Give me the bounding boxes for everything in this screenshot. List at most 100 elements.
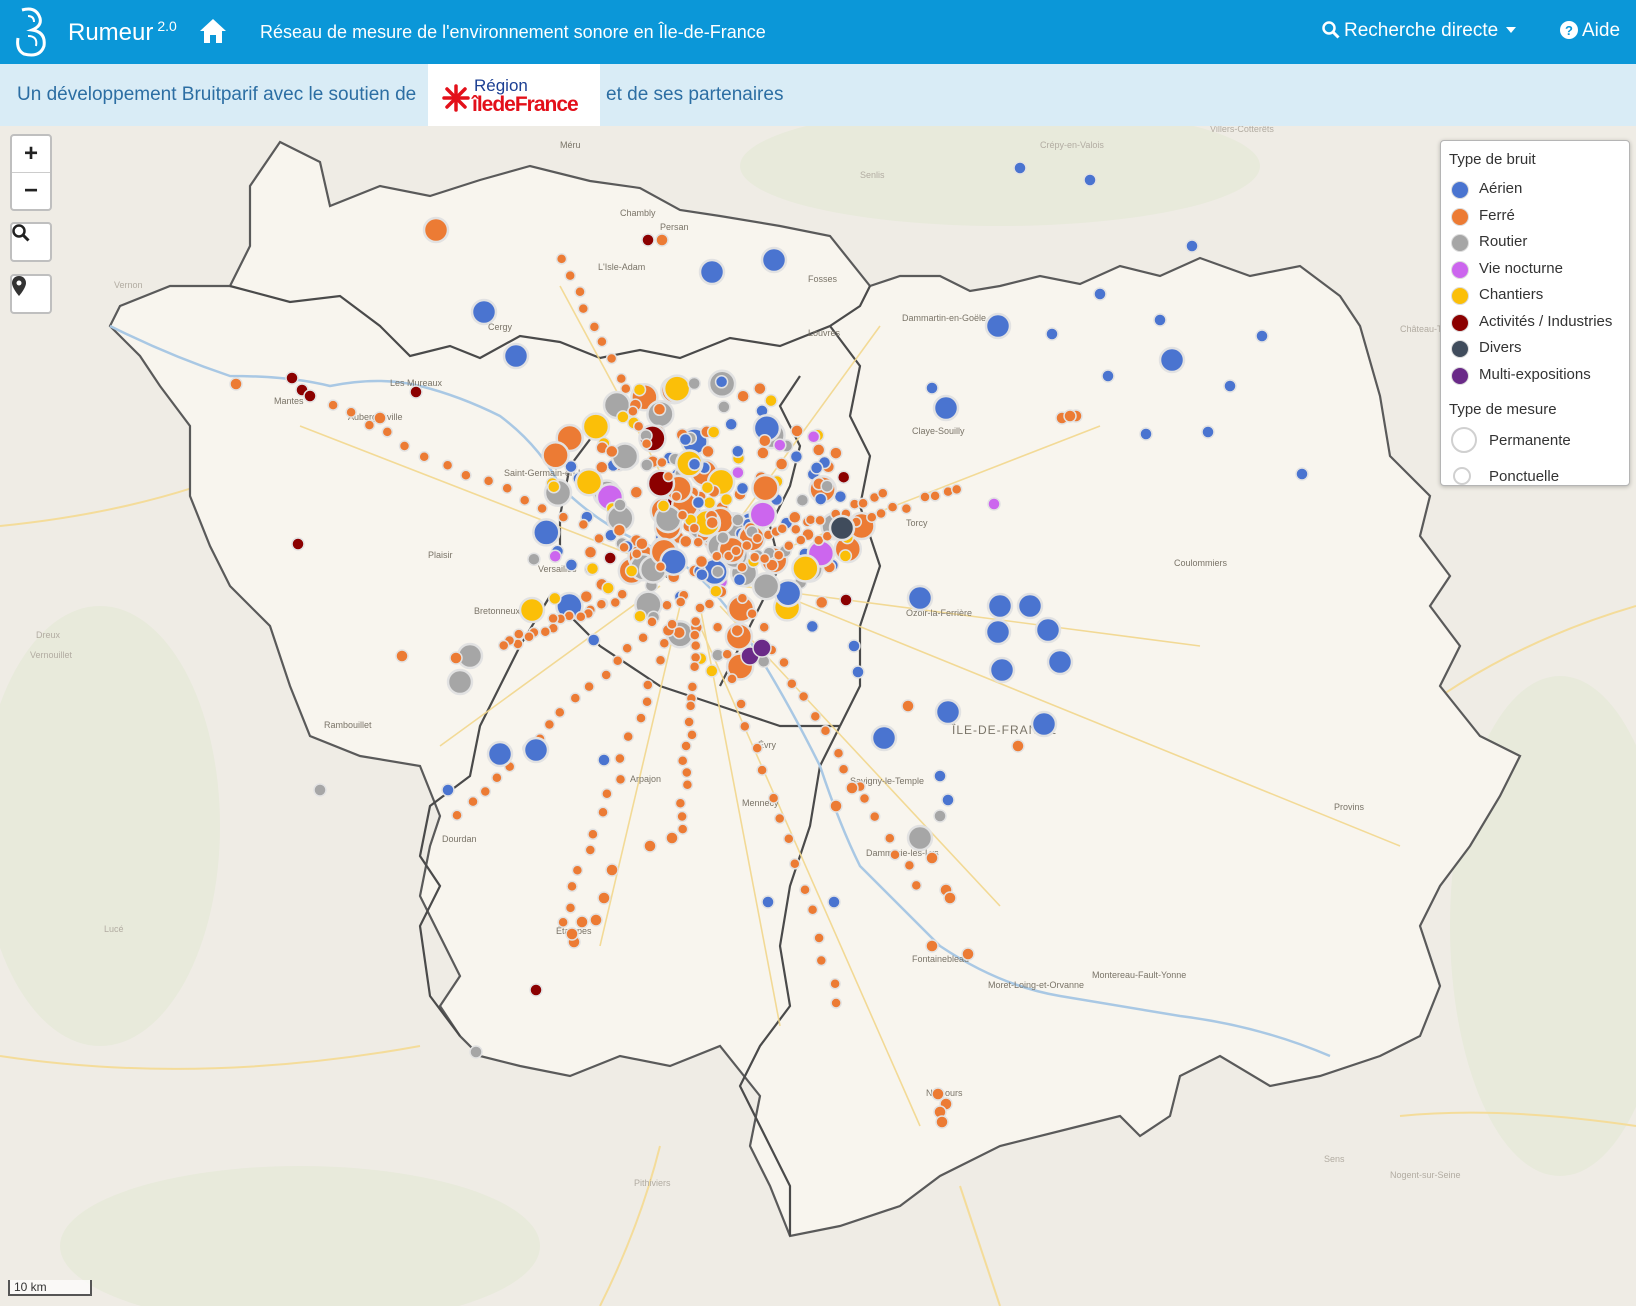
measurement-marker[interactable] bbox=[986, 592, 1014, 620]
home-icon[interactable] bbox=[198, 17, 228, 45]
measurement-marker[interactable] bbox=[806, 903, 819, 916]
measurement-marker[interactable] bbox=[839, 593, 853, 607]
measurement-marker[interactable] bbox=[791, 554, 820, 583]
measurement-marker[interactable] bbox=[751, 532, 764, 544]
measurement-marker[interactable] bbox=[731, 444, 745, 459]
measurement-marker[interactable] bbox=[776, 523, 788, 535]
measurement-marker[interactable] bbox=[751, 571, 781, 601]
measurement-marker[interactable] bbox=[726, 673, 738, 685]
measurement-marker[interactable] bbox=[502, 342, 530, 370]
measurement-marker[interactable] bbox=[845, 781, 859, 795]
measurement-marker[interactable] bbox=[497, 639, 510, 652]
measurement-marker[interactable] bbox=[460, 469, 472, 482]
measurement-marker[interactable] bbox=[532, 518, 561, 547]
measurement-marker[interactable] bbox=[687, 376, 701, 391]
measurement-marker[interactable] bbox=[564, 269, 576, 282]
help-button[interactable]: ? Aide bbox=[1560, 20, 1620, 42]
measurement-marker[interactable] bbox=[739, 720, 751, 733]
measurement-marker[interactable] bbox=[656, 499, 671, 513]
measurement-marker[interactable] bbox=[829, 978, 841, 990]
measurement-marker[interactable] bbox=[1093, 287, 1107, 301]
measurement-marker[interactable] bbox=[1034, 616, 1062, 644]
measurement-marker[interactable] bbox=[884, 832, 896, 844]
measurement-marker[interactable] bbox=[363, 419, 376, 431]
measurement-marker[interactable] bbox=[635, 712, 647, 724]
measurement-marker[interactable] bbox=[513, 628, 525, 640]
measurement-marker[interactable] bbox=[772, 549, 785, 561]
measurement-marker[interactable] bbox=[569, 692, 582, 704]
measurement-marker[interactable] bbox=[597, 891, 611, 905]
measurement-marker[interactable] bbox=[906, 824, 934, 852]
measurement-marker[interactable] bbox=[695, 567, 709, 582]
measurement-marker[interactable] bbox=[815, 954, 828, 967]
measurement-marker[interactable] bbox=[900, 502, 913, 515]
measurement-marker[interactable] bbox=[783, 833, 795, 845]
measurement-marker[interactable] bbox=[587, 828, 599, 841]
measurement-marker[interactable] bbox=[783, 540, 795, 552]
measurement-marker[interactable] bbox=[877, 487, 889, 499]
measurement-marker[interactable] bbox=[689, 651, 702, 664]
measurement-marker[interactable] bbox=[870, 724, 898, 752]
measurement-marker[interactable] bbox=[609, 596, 622, 609]
measurement-marker[interactable] bbox=[736, 389, 750, 403]
measurement-marker[interactable] bbox=[543, 718, 556, 731]
measurement-marker[interactable] bbox=[491, 772, 503, 784]
measurement-marker[interactable] bbox=[820, 479, 834, 493]
measurement-marker[interactable] bbox=[557, 916, 569, 928]
measurement-marker[interactable] bbox=[661, 599, 673, 611]
measurement-marker[interactable] bbox=[789, 858, 801, 870]
measurement-marker[interactable] bbox=[441, 783, 455, 797]
measurement-marker[interactable] bbox=[642, 679, 654, 691]
measurement-marker[interactable] bbox=[760, 246, 788, 274]
measurement-marker[interactable] bbox=[303, 389, 317, 403]
measurement-marker[interactable] bbox=[652, 402, 667, 417]
measurement-marker[interactable] bbox=[522, 736, 550, 764]
measurement-marker[interactable] bbox=[632, 382, 647, 397]
measurement-marker[interactable] bbox=[1153, 313, 1167, 327]
zoom-in-button[interactable]: + bbox=[12, 136, 50, 173]
measurement-marker[interactable] bbox=[934, 698, 962, 726]
map-search-button[interactable] bbox=[12, 224, 50, 260]
measurement-marker[interactable] bbox=[229, 377, 243, 391]
measurement-marker[interactable] bbox=[398, 440, 411, 452]
measurement-marker[interactable] bbox=[1013, 161, 1027, 175]
measurement-marker[interactable] bbox=[814, 514, 826, 527]
measurement-marker[interactable] bbox=[832, 747, 845, 759]
measurement-marker[interactable] bbox=[910, 879, 923, 892]
measurement-marker[interactable] bbox=[933, 769, 947, 783]
measurement-marker[interactable] bbox=[1030, 710, 1058, 738]
measurement-marker[interactable] bbox=[698, 258, 726, 286]
measurement-marker[interactable] bbox=[837, 763, 850, 775]
measurement-marker[interactable] bbox=[689, 629, 701, 641]
measurement-marker[interactable] bbox=[703, 598, 716, 610]
measurement-marker[interactable] bbox=[621, 642, 633, 654]
measurement-marker[interactable] bbox=[536, 502, 548, 515]
measurement-marker[interactable] bbox=[684, 700, 697, 712]
measurement-marker[interactable] bbox=[903, 859, 916, 872]
measurement-marker[interactable] bbox=[630, 547, 643, 560]
measurement-marker[interactable] bbox=[717, 400, 731, 414]
measurement-marker[interactable] bbox=[735, 698, 747, 710]
measurement-marker[interactable] bbox=[756, 446, 770, 460]
measurement-marker[interactable] bbox=[767, 792, 780, 804]
measurement-marker[interactable] bbox=[866, 511, 878, 523]
measurement-marker[interactable] bbox=[575, 915, 589, 929]
measurement-marker[interactable] bbox=[482, 475, 495, 487]
measurement-marker[interactable] bbox=[635, 536, 649, 551]
measurement-marker[interactable] bbox=[694, 554, 709, 569]
measurement-marker[interactable] bbox=[751, 473, 780, 503]
measurement-marker[interactable] bbox=[758, 552, 771, 565]
measurement-marker[interactable] bbox=[681, 779, 694, 791]
measurement-marker[interactable] bbox=[529, 983, 543, 997]
measurement-marker[interactable] bbox=[830, 997, 842, 1009]
measurement-marker[interactable] bbox=[1045, 327, 1059, 341]
measurement-marker[interactable] bbox=[605, 352, 618, 365]
direct-search-dropdown[interactable]: Recherche directe bbox=[1322, 20, 1517, 42]
measurement-marker[interactable] bbox=[595, 598, 608, 610]
measurement-marker[interactable] bbox=[774, 457, 789, 471]
measurement-marker[interactable] bbox=[627, 405, 639, 418]
measurement-marker[interactable] bbox=[577, 518, 590, 531]
measurement-marker[interactable] bbox=[901, 699, 915, 713]
measurement-marker[interactable] bbox=[689, 639, 702, 652]
measurement-marker[interactable] bbox=[523, 630, 535, 643]
